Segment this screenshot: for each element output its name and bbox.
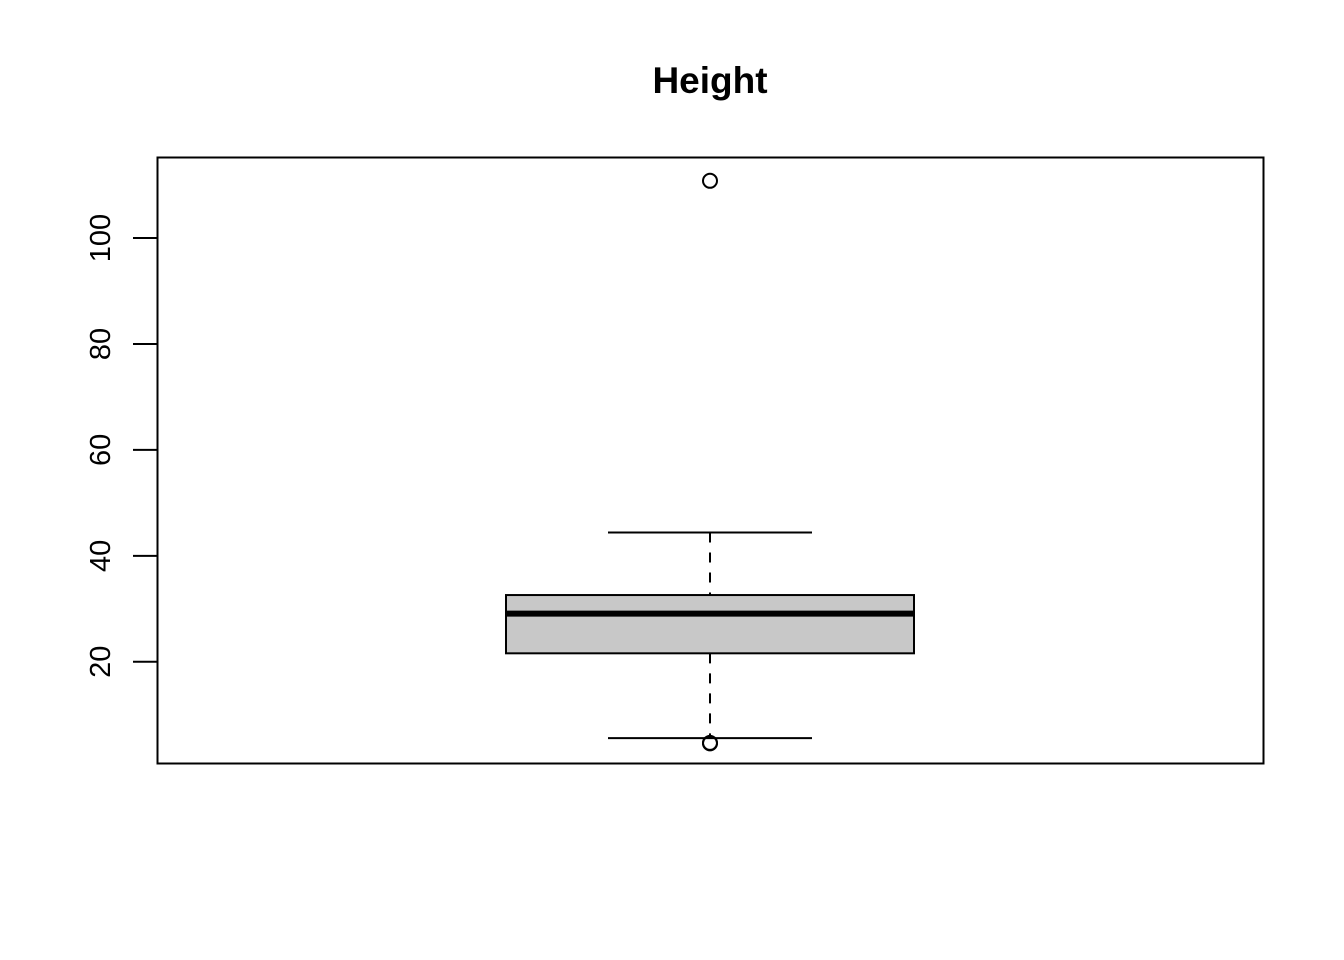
y-tick-label: 100 <box>85 214 117 262</box>
interquartile-box <box>505 594 915 655</box>
outlier-point <box>702 172 718 189</box>
outlier-point <box>702 734 718 751</box>
y-tick-label: 80 <box>85 328 117 360</box>
y-tick-label: 60 <box>85 434 117 466</box>
y-tick-label: 40 <box>85 540 117 572</box>
y-axis: 20 40 60 80 100 <box>85 214 159 678</box>
chart-title: Height <box>652 60 767 101</box>
plot-frame <box>156 156 1265 765</box>
y-tick-label: 20 <box>85 646 117 678</box>
box-plot <box>505 172 915 752</box>
